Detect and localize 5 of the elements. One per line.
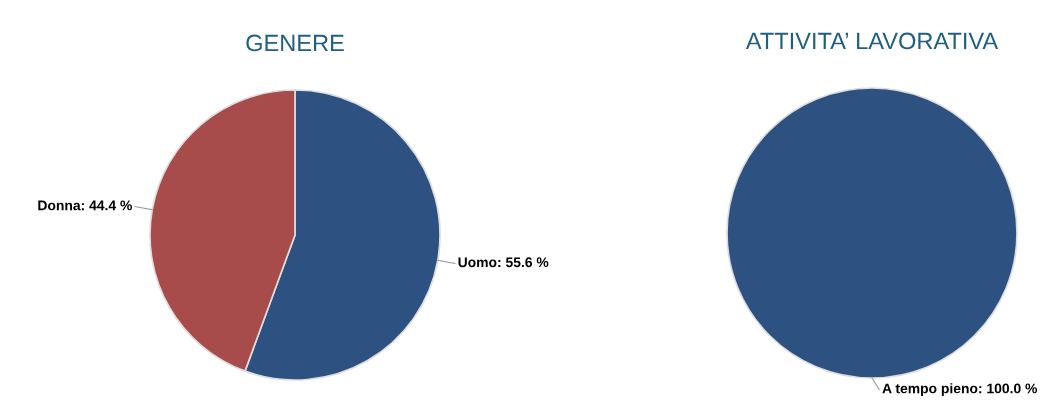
slice-label: A tempo pieno: 100.0 % (882, 383, 1038, 397)
slice-label: Donna: 44.4 % (38, 200, 132, 211)
slice-label: Uomo: 55.6 % (458, 257, 549, 268)
chart-title: ATTIVITA’ LAVORATIVA (745, 32, 999, 50)
chart-title: GENERE (246, 34, 344, 52)
